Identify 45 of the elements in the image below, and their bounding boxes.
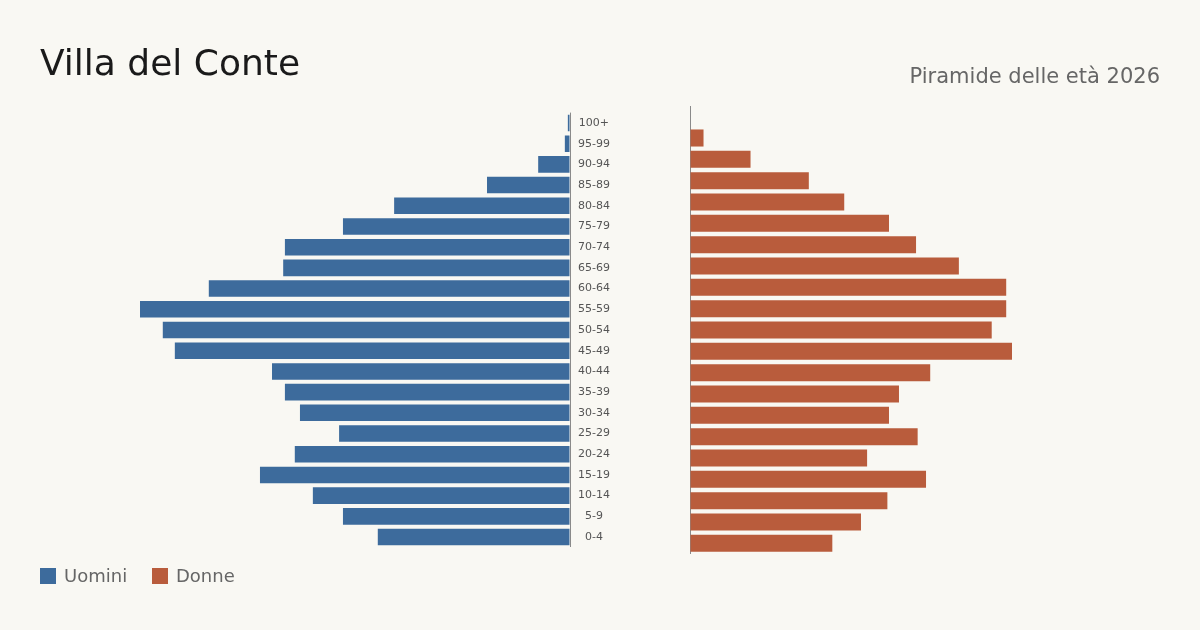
chart-title: Villa del Conte bbox=[40, 42, 301, 83]
y-tick-label: 10-14 bbox=[578, 488, 610, 502]
y-tick-label: 40-44 bbox=[578, 364, 610, 378]
legend-label: Uomini bbox=[64, 565, 128, 586]
bar bbox=[690, 513, 861, 531]
y-tick-label: 75-79 bbox=[578, 219, 610, 233]
y-tick-label: 65-69 bbox=[578, 260, 610, 274]
bar bbox=[690, 428, 918, 446]
y-tick-label: 50-54 bbox=[578, 322, 610, 336]
bar bbox=[690, 278, 1007, 296]
bar bbox=[690, 470, 927, 488]
bar bbox=[690, 449, 868, 467]
bar bbox=[690, 321, 992, 339]
y-tick-label: 55-59 bbox=[578, 302, 610, 316]
bar bbox=[690, 172, 809, 190]
y-tick-label: 45-49 bbox=[578, 343, 610, 357]
y-tick-label: 5-9 bbox=[585, 509, 603, 523]
bar bbox=[690, 214, 889, 232]
bar bbox=[690, 193, 845, 211]
bar bbox=[690, 129, 704, 147]
y-tick-label: 20-24 bbox=[578, 447, 610, 461]
bar bbox=[690, 534, 833, 552]
y-tick-label: 95-99 bbox=[578, 136, 610, 150]
bar bbox=[690, 257, 959, 275]
y-tick-label: 0-4 bbox=[585, 529, 603, 543]
chart-subtitle: Piramide delle età 2026 bbox=[908, 64, 1160, 88]
bar bbox=[690, 406, 889, 424]
bar bbox=[690, 492, 888, 510]
bar bbox=[690, 150, 751, 168]
bar bbox=[690, 364, 931, 382]
y-tick-label: 30-34 bbox=[578, 405, 610, 419]
legend-label: Donne bbox=[176, 565, 235, 586]
bar bbox=[690, 300, 1007, 318]
bar bbox=[690, 342, 1012, 360]
y-tick-label: 80-84 bbox=[578, 198, 610, 212]
y-tick-label: 100+ bbox=[578, 115, 610, 129]
y-tick-label: 35-39 bbox=[578, 384, 610, 398]
y-tick-label: 15-19 bbox=[578, 467, 610, 481]
y-tick-label: 70-74 bbox=[578, 240, 610, 254]
y-tick-label: 25-29 bbox=[578, 426, 610, 440]
bar bbox=[690, 385, 899, 403]
y-tick-label: 85-89 bbox=[578, 177, 610, 191]
y-tick-label: 60-64 bbox=[578, 281, 610, 295]
y-tick-label: 90-94 bbox=[578, 157, 610, 171]
bar bbox=[690, 236, 917, 254]
